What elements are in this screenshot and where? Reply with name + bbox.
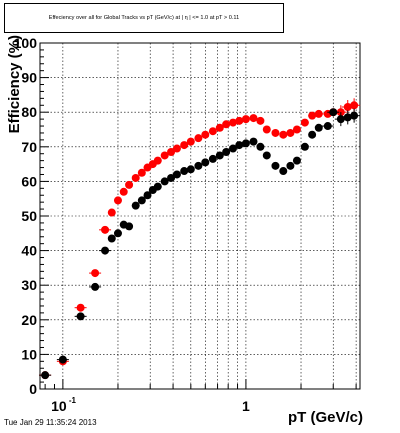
- data-point: [308, 130, 317, 139]
- data-point: [201, 158, 210, 167]
- y-axis-title: Efficiency (%): [6, 35, 23, 133]
- data-point: [101, 225, 110, 234]
- data-point: [300, 142, 309, 151]
- data-point: [113, 196, 122, 205]
- data-point: [300, 118, 309, 127]
- y-tick-label: 20: [21, 312, 37, 328]
- data-point: [292, 125, 301, 134]
- plot-area: [40, 43, 360, 389]
- data-point: [235, 141, 244, 150]
- data-point: [194, 161, 203, 170]
- data-point: [167, 173, 176, 182]
- data-point: [107, 208, 116, 217]
- data-point: [186, 165, 195, 174]
- data-point: [292, 156, 301, 165]
- x-tick-label-exponent: -1: [69, 396, 77, 405]
- data-point: [222, 147, 231, 156]
- data-point: [314, 123, 323, 132]
- data-point: [208, 127, 217, 136]
- data-point: [172, 170, 181, 179]
- data-point: [160, 177, 169, 186]
- timestamp: Tue Jan 29 11:35:24 2013: [4, 418, 97, 427]
- data-point: [76, 312, 85, 321]
- data-point: [256, 116, 265, 125]
- data-point: [329, 108, 338, 117]
- data-point: [271, 161, 280, 170]
- data-point: [153, 156, 162, 165]
- data-point: [41, 371, 50, 380]
- data-point: [228, 144, 237, 153]
- data-point: [107, 234, 116, 243]
- data-point: [350, 101, 359, 110]
- y-tick-label: 30: [21, 277, 37, 293]
- data-point: [91, 269, 100, 278]
- data-point: [186, 137, 195, 146]
- data-point: [215, 151, 224, 160]
- data-point: [235, 116, 244, 125]
- data-point: [215, 123, 224, 132]
- x-tick-label: 1: [242, 398, 250, 414]
- data-point: [194, 134, 203, 143]
- y-tick-label: 50: [21, 208, 37, 224]
- data-point: [241, 115, 250, 124]
- data-point: [271, 128, 280, 137]
- series-0: [39, 98, 361, 380]
- data-point: [125, 222, 134, 231]
- chart-title: Effeciency over all for Global Tracks vs…: [4, 3, 284, 33]
- data-point: [180, 141, 189, 150]
- data-point: [101, 246, 110, 255]
- data-point: [241, 139, 250, 148]
- data-point: [137, 168, 146, 177]
- data-point: [222, 120, 231, 129]
- data-point: [160, 151, 169, 160]
- y-tick-label: 90: [21, 70, 37, 86]
- data-point: [131, 173, 140, 182]
- data-point: [228, 118, 237, 127]
- y-tick-label: 80: [21, 104, 37, 120]
- data-point: [249, 114, 258, 123]
- data-point: [58, 355, 67, 364]
- series-1: [39, 108, 361, 380]
- data-point: [131, 201, 140, 210]
- data-point: [76, 303, 85, 312]
- x-tick-label: 10: [51, 398, 67, 414]
- data-point: [167, 147, 176, 156]
- data-point: [286, 161, 295, 170]
- data-point: [279, 167, 288, 176]
- y-tick-label: 60: [21, 173, 37, 189]
- data-point: [262, 125, 271, 134]
- data-point: [350, 111, 359, 120]
- data-point: [143, 191, 152, 200]
- y-tick-label: 0: [29, 381, 37, 397]
- data-point: [286, 128, 295, 137]
- data-point: [119, 187, 128, 196]
- data-point: [172, 144, 181, 153]
- data-point: [153, 182, 162, 191]
- data-point: [208, 154, 217, 163]
- data-point: [113, 229, 122, 238]
- data-point: [91, 282, 100, 291]
- y-tick-label: 10: [21, 346, 37, 362]
- x-axis-title: pT (GeV/c): [288, 409, 363, 426]
- data-point: [180, 167, 189, 176]
- data-point: [262, 151, 271, 160]
- y-tick-label: 100: [14, 35, 38, 51]
- data-point: [336, 115, 345, 124]
- data-point: [314, 109, 323, 118]
- data-point: [201, 130, 210, 139]
- data-point: [323, 122, 332, 131]
- data-point: [256, 142, 265, 151]
- data-point: [125, 180, 134, 189]
- data-point: [137, 196, 146, 205]
- data-point: [308, 111, 317, 120]
- y-tick-label: 70: [21, 139, 37, 155]
- data-point: [279, 130, 288, 139]
- data-point: [249, 137, 258, 146]
- y-tick-label: 40: [21, 243, 37, 259]
